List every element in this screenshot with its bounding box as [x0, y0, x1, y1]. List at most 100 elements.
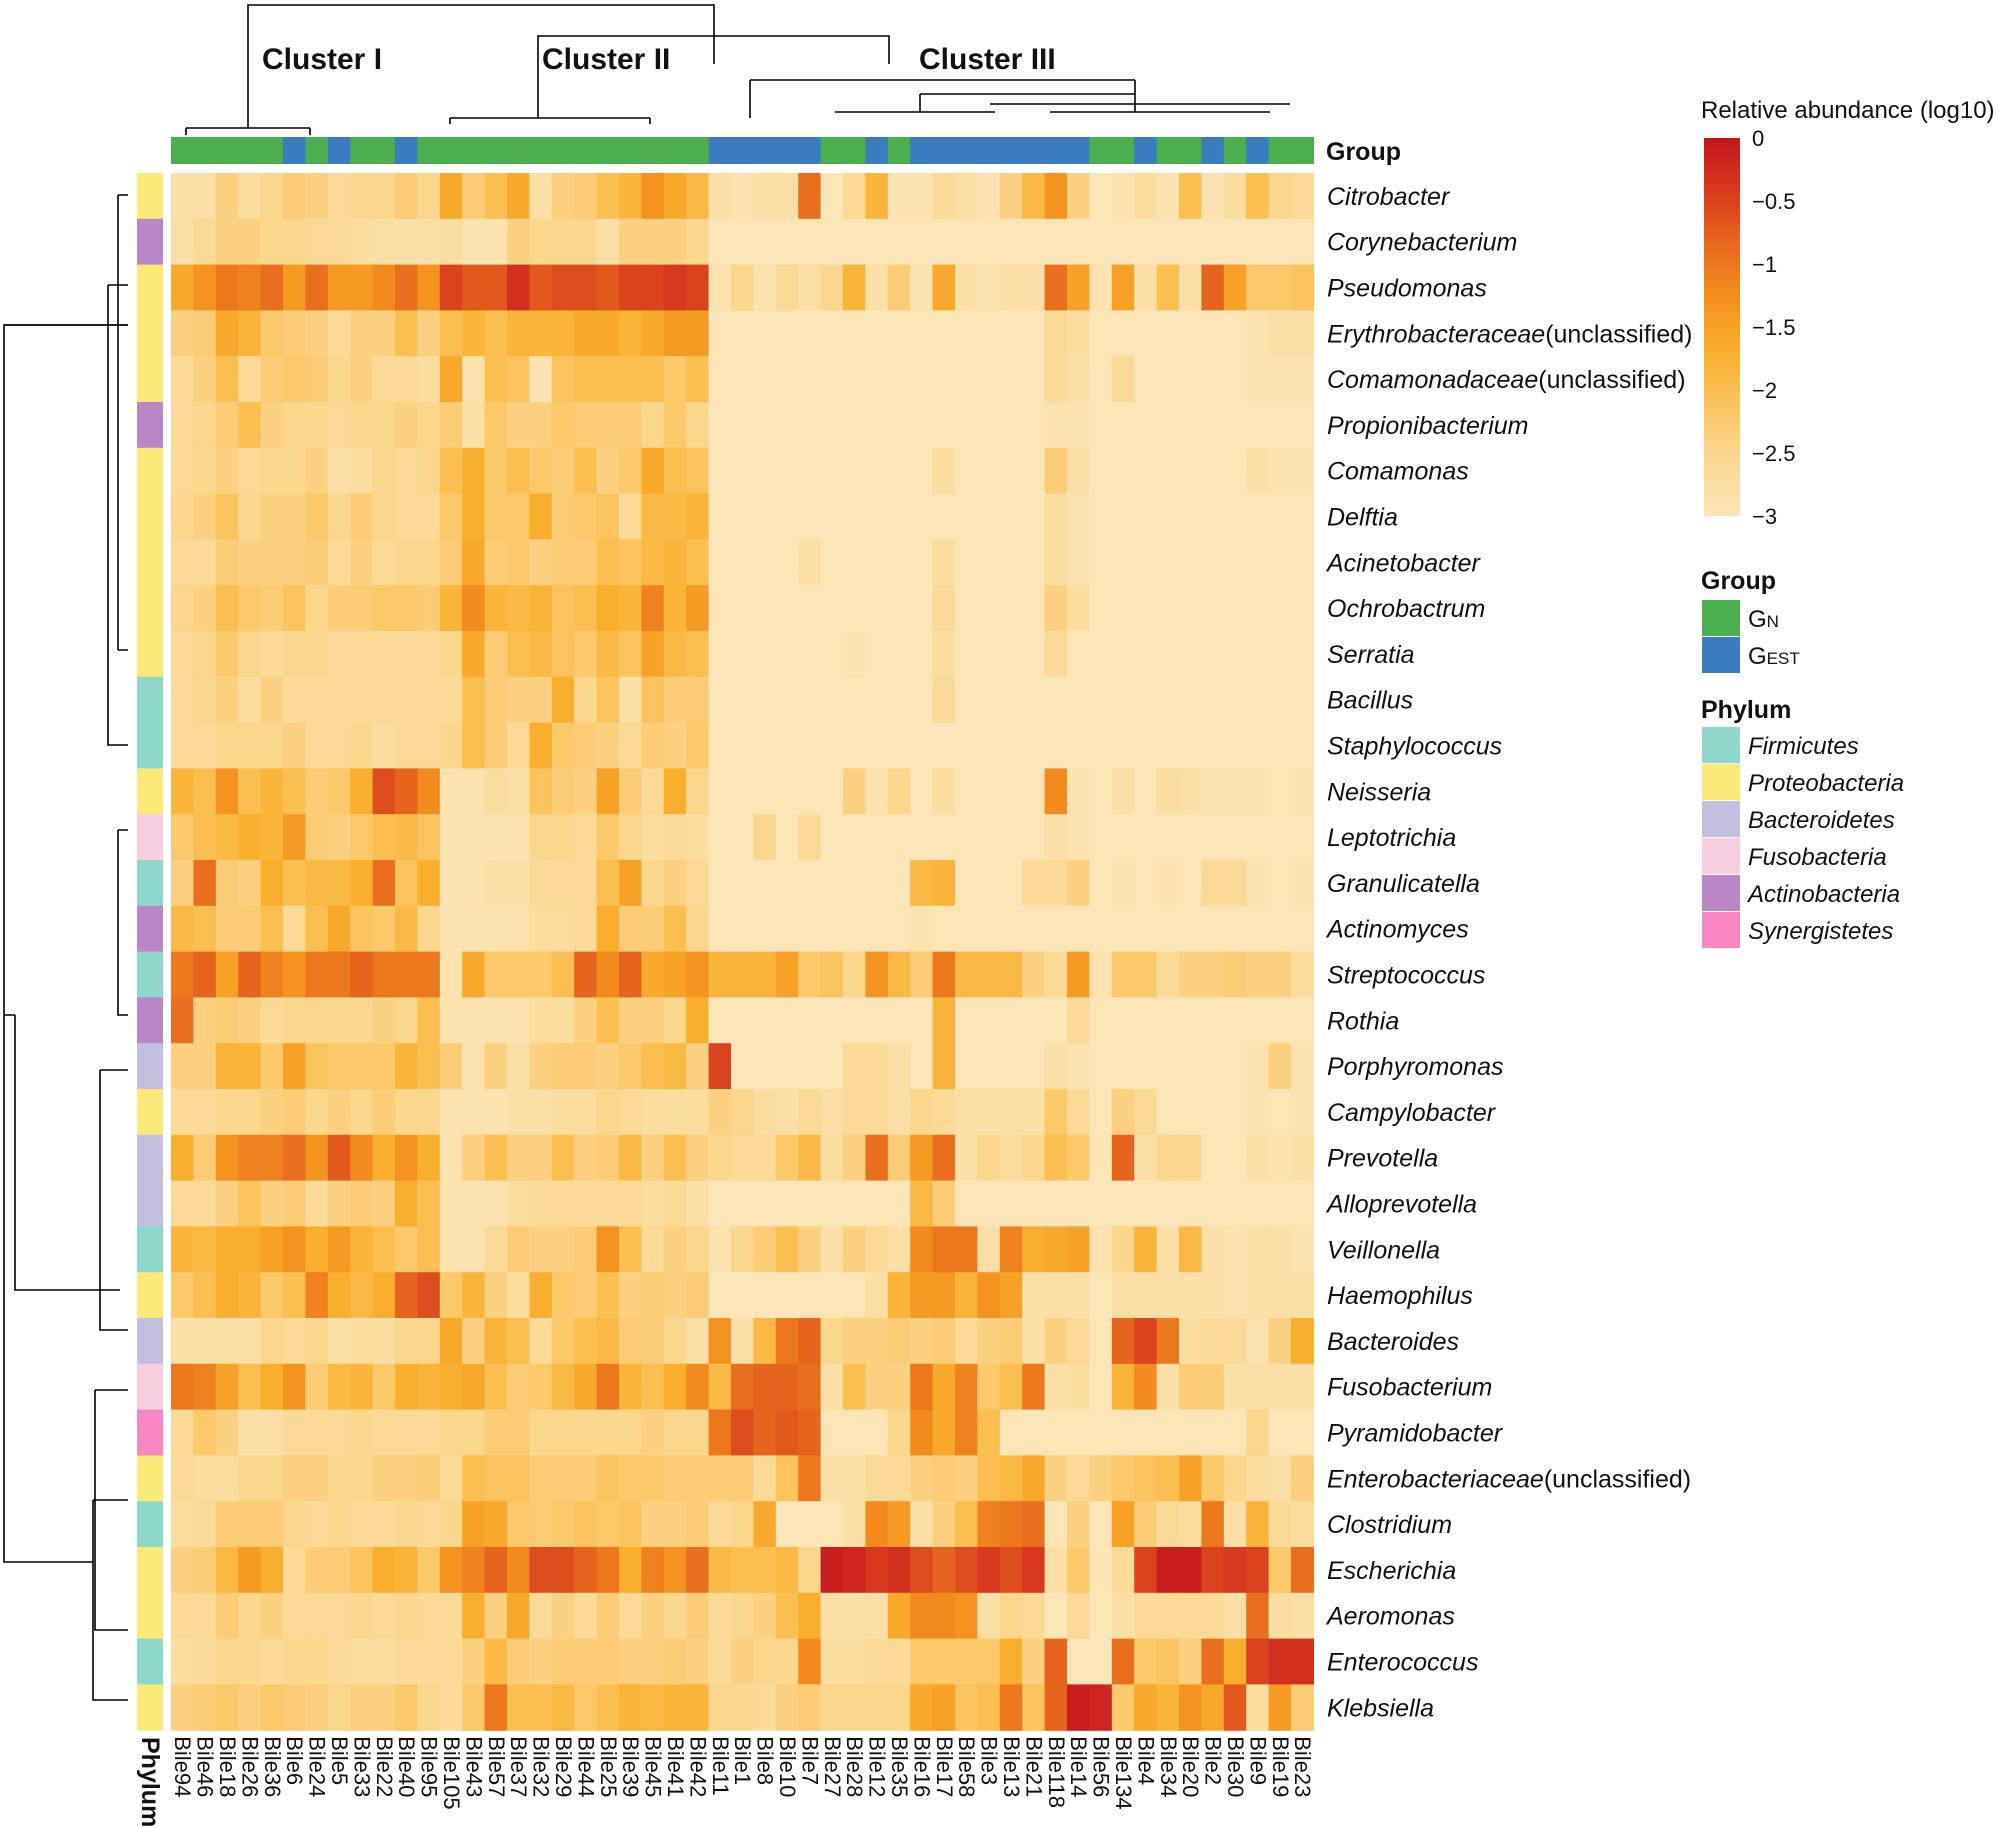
cell-serratia-bile25: [596, 631, 620, 678]
cell-staphylococcus-bile41: [663, 722, 687, 769]
cell-prevotella-bile118: [1044, 1134, 1068, 1182]
row-label-genus: Propionibacterium: [1327, 412, 1529, 440]
cell-actinomyces-bile118: [1044, 905, 1068, 953]
cell-prevotella-bile11: [708, 1134, 732, 1182]
cell-staphylococcus-bile33: [350, 722, 374, 769]
cell-serratia-bile18: [215, 631, 239, 678]
cell-leptotrichia-bile134: [1111, 814, 1135, 861]
cell-enterobacteriaceae-bile37: [507, 1455, 530, 1502]
cell-porphyromonas-bile45: [641, 1043, 665, 1090]
cell-comamonadaceae-bile14: [1067, 356, 1090, 403]
cell-enterococcus-bile22: [372, 1638, 396, 1685]
cell-alloprevotella-bile22: [372, 1180, 396, 1227]
cell-bacillus-bile57: [484, 676, 508, 724]
cell-erythrobacteraceae-bile94: [171, 310, 194, 357]
cell-serratia-bile36: [260, 631, 284, 678]
cell-neisseria-bile24: [305, 768, 329, 815]
cell-pseudomonas-bile10: [775, 264, 799, 311]
column-label-bile28: Bile28: [842, 1736, 867, 1797]
cell-veillonella-bile42: [686, 1226, 710, 1273]
cell-ochrobactrum-bile39: [619, 585, 642, 632]
cell-prevotella-bile20: [1179, 1134, 1202, 1182]
cell-bacillus-bile22: [372, 676, 396, 724]
cell-fusobacterium-bile46: [193, 1363, 217, 1411]
cell-enterobacteriaceae-bile56: [1089, 1455, 1113, 1502]
cell-rothia-bile11: [708, 997, 732, 1044]
cell-aeromonas-bile4: [1134, 1592, 1158, 1640]
cell-serratia-bile32: [529, 631, 553, 678]
cell-ochrobactrum-bile34: [1156, 585, 1180, 632]
cell-escherichia-bile44: [574, 1547, 598, 1594]
cell-klebsiella-bile43: [462, 1684, 486, 1731]
cell-enterobacteriaceae-bile12: [865, 1455, 889, 1502]
cell-acinetobacter-bile25: [596, 539, 620, 586]
cell-bacteroides-bile24: [305, 1318, 329, 1365]
cell-prevotella-bile58: [955, 1134, 978, 1182]
cell-veillonella-bile24: [305, 1226, 329, 1273]
cell-escherichia-bile42: [686, 1547, 710, 1594]
cell-pseudomonas-bile4: [1134, 264, 1158, 311]
cell-veillonella-bile20: [1179, 1226, 1202, 1273]
group-cell-bile4: [1134, 137, 1158, 164]
cell-porphyromonas-bile16: [910, 1043, 934, 1090]
cell-bacteroides-bile7: [798, 1318, 822, 1365]
cell-streptococcus-bile23: [1291, 951, 1314, 998]
cell-rothia-bile10: [775, 997, 799, 1044]
cell-corynebacterium-bile9: [1246, 218, 1270, 266]
cell-citrobacter-bile10: [775, 173, 799, 220]
cell-porphyromonas-bile58: [955, 1043, 978, 1090]
cell-citrobacter-bile30: [1223, 173, 1247, 220]
cell-enterobacteriaceae-bile11: [708, 1455, 732, 1502]
cell-serratia-bile40: [395, 631, 418, 678]
cell-clostridium-bile18: [215, 1501, 239, 1548]
cell-prevotella-bile46: [193, 1134, 217, 1182]
cell-escherichia-bile41: [663, 1547, 687, 1594]
cell-neisseria-bile25: [596, 768, 620, 815]
cell-veillonella-bile30: [1223, 1226, 1247, 1273]
cell-bacteroides-bile26: [238, 1318, 262, 1365]
cell-fusobacterium-bile7: [798, 1363, 822, 1411]
cell-enterobacteriaceae-bile19: [1268, 1455, 1292, 1502]
cell-enterococcus-bile28: [843, 1638, 866, 1685]
cell-streptococcus-bile6: [283, 951, 306, 998]
cell-ochrobactrum-bile46: [193, 585, 217, 632]
column-label-bile4: Bile4: [1133, 1736, 1158, 1785]
cell-ochrobactrum-bile30: [1223, 585, 1247, 632]
cell-neisseria-bile3: [977, 768, 1001, 815]
cell-prevotella-bile56: [1089, 1134, 1113, 1182]
group-cell-bile58: [955, 137, 978, 164]
cell-alloprevotella-bile24: [305, 1180, 329, 1227]
cell-bacteroides-bile12: [865, 1318, 889, 1365]
cell-escherichia-bile43: [462, 1547, 486, 1594]
cell-propionibacterium-bile118: [1044, 402, 1068, 449]
cell-enterococcus-bile32: [529, 1638, 553, 1685]
cell-enterococcus-bile39: [619, 1638, 642, 1685]
cell-streptococcus-bile1: [731, 951, 754, 998]
cell-corynebacterium-bile41: [663, 218, 687, 266]
cell-comamonadaceae-bile41: [663, 356, 687, 403]
cell-veillonella-bile94: [171, 1226, 194, 1273]
cell-campylobacter-bile30: [1223, 1089, 1247, 1136]
cell-comamonadaceae-bile27: [820, 356, 844, 403]
cell-enterococcus-bile1: [731, 1638, 754, 1685]
cell-bacteroides-bile40: [395, 1318, 418, 1365]
cell-comamonas-bile23: [1291, 447, 1314, 495]
phylum-legend-swatch-proteobacteria: [1702, 764, 1740, 800]
cell-pseudomonas-bile2: [1201, 264, 1225, 311]
cell-escherichia-bile14: [1067, 1547, 1090, 1594]
column-label-bile2: Bile2: [1201, 1736, 1226, 1785]
cell-pseudomonas-bile9: [1246, 264, 1270, 311]
cell-porphyromonas-bile25: [596, 1043, 620, 1090]
cell-propionibacterium-bile41: [663, 402, 687, 449]
cell-comamonas-bile5: [327, 447, 351, 495]
cell-bacillus-bile14: [1067, 676, 1090, 724]
cell-actinomyces-bile14: [1067, 905, 1090, 953]
cell-actinomyces-bile4: [1134, 905, 1158, 953]
cell-enterobacteriaceae-bile45: [641, 1455, 665, 1502]
cell-fusobacterium-bile118: [1044, 1363, 1068, 1411]
cell-erythrobacteraceae-bile22: [372, 310, 396, 357]
cell-enterobacteriaceae-bile16: [910, 1455, 934, 1502]
cell-clostridium-bile58: [955, 1501, 978, 1548]
cell-acinetobacter-bile2: [1201, 539, 1225, 586]
cell-rothia-bile24: [305, 997, 329, 1044]
